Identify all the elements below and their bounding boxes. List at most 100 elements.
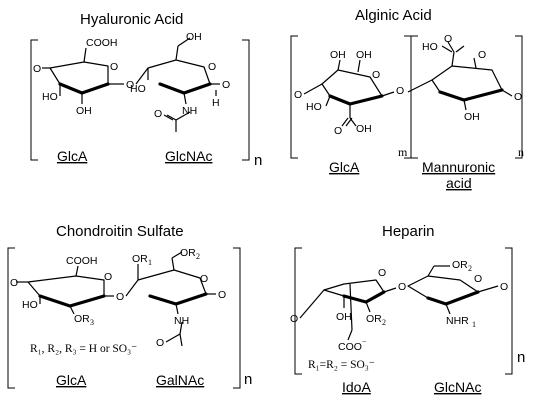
glca-ring <box>16 265 114 315</box>
atom-glycosidic-o: O <box>126 79 134 91</box>
substituent-note: R₁, R₂, R₃ = H or SO₃⁻ <box>30 343 137 355</box>
mannuronic-ring <box>407 41 513 111</box>
left-bracket <box>290 35 298 159</box>
atom-ring-o: O <box>208 61 216 73</box>
svg-text:2: 2 <box>468 264 472 273</box>
right-bracket-n <box>515 35 523 159</box>
atom-h: H <box>212 97 220 109</box>
svg-text:1: 1 <box>472 320 476 329</box>
atom-ho: HO <box>130 83 146 95</box>
panel-title: Hyaluronic Acid <box>80 11 183 28</box>
atom-or2: OR 2 <box>366 313 386 327</box>
panel-alginic-acid: Alginic Acid m n O OH OH O HO O OH O <box>290 7 524 191</box>
unit-label-right: GalNAc <box>156 372 204 388</box>
atom-nhr1: NHR 1 <box>446 315 476 329</box>
unit-label-left: GlcA <box>56 372 87 388</box>
atom-ring-o: O <box>110 61 118 73</box>
svg-text:2: 2 <box>382 318 386 327</box>
svg-text:NHR: NHR <box>446 315 469 327</box>
svg-text:1: 1 <box>148 258 152 267</box>
unit-label-right-line2: acid <box>446 175 472 191</box>
atom-ho: HO <box>22 299 38 311</box>
repeat-index-m: m <box>398 145 408 159</box>
atom-cooh: COOH <box>86 37 118 49</box>
atom-o: O <box>33 63 41 75</box>
atom-carbonyl-o: O <box>154 108 162 120</box>
repeat-index-n: n <box>244 371 252 388</box>
galnac-ring <box>125 251 216 347</box>
atom-ring-o: O <box>378 267 386 279</box>
unit-label-right: GlcNAc <box>165 148 212 164</box>
atom-oh: OH <box>356 123 372 135</box>
panel-chondroitin-sulfate: Chondroitin Sulfate n O COOH O HO OR 3 O <box>7 223 252 389</box>
atom-carbonyl-o: O <box>334 125 342 137</box>
atom-nh: NH <box>182 105 197 117</box>
atom-or1: OR 1 <box>132 253 152 267</box>
atom-o: O <box>290 313 298 325</box>
atom-coo-minus: COO − <box>338 337 367 353</box>
left-bracket-2 <box>410 35 418 159</box>
atom-or2-top: OR 2 <box>452 259 472 273</box>
atom-o: O <box>10 277 18 289</box>
atom-o: O <box>294 89 302 101</box>
atom-or3: OR 3 <box>74 313 94 327</box>
atom-o: O <box>222 79 230 91</box>
atom-ring-o: O <box>104 271 112 283</box>
svg-text:OR: OR <box>366 313 382 325</box>
substituent-note: R₁=R₂ = SO₃⁻ <box>308 359 375 371</box>
panel-title: Alginic Acid <box>355 7 432 24</box>
right-bracket-m <box>404 35 412 159</box>
glca-ring <box>42 47 124 104</box>
svg-text:OR: OR <box>74 313 90 325</box>
right-bracket <box>233 247 241 389</box>
atom-oh: OH <box>76 105 92 117</box>
atom-o: O <box>514 91 522 103</box>
unit-label-right: GlcNAc <box>434 379 481 395</box>
repeat-index-n: n <box>518 145 524 159</box>
atom-oh: OH <box>186 31 202 43</box>
svg-text:COO: COO <box>338 341 362 353</box>
svg-text:OR: OR <box>132 253 148 265</box>
repeat-index-n: n <box>517 349 525 366</box>
atom-glycosidic-o: O <box>116 291 124 303</box>
atom-ho: HO <box>422 41 438 53</box>
atom-carbonyl-o: O <box>156 337 164 349</box>
svg-text:OR: OR <box>452 259 468 271</box>
atom-ring-o: O <box>478 49 486 61</box>
repeat-index-n: n <box>254 152 262 169</box>
atom-carbonyl-o: O <box>444 33 452 45</box>
panel-heparin: Heparin n O O OH OR 2 COO − O <box>290 223 525 395</box>
panel-title: Chondroitin Sulfate <box>56 223 184 240</box>
glcnac-ring <box>407 265 499 315</box>
atom-oh: OH <box>330 49 346 61</box>
atom-cooh: COOH <box>66 255 98 267</box>
svg-text:−: − <box>362 337 367 346</box>
atom-oh: OH <box>356 49 372 61</box>
unit-label-left: IdoA <box>342 379 371 395</box>
atom-oh: OH <box>336 311 352 323</box>
glca-ring <box>303 59 395 127</box>
atom-nh: NH <box>174 315 189 327</box>
idoa-ring <box>299 279 397 341</box>
atom-ho: HO <box>306 101 322 113</box>
svg-text:OR: OR <box>180 247 196 259</box>
unit-label-left: GlcA <box>57 148 88 164</box>
left-bracket <box>30 39 38 161</box>
atom-oh: OH <box>464 111 480 123</box>
atom-o: O <box>218 289 226 301</box>
atom-ring-o: O <box>474 273 482 285</box>
atom-glycosidic-o: O <box>396 85 404 97</box>
svg-text:3: 3 <box>90 318 94 327</box>
svg-text:2: 2 <box>196 252 200 261</box>
left-bracket <box>294 247 302 375</box>
atom-ring-o: O <box>372 69 380 81</box>
atom-glycosidic-o: O <box>398 281 406 293</box>
glcnac-ring <box>135 37 220 132</box>
atom-ho: HO <box>42 91 58 103</box>
panel-hyaluronic-acid: Hyaluronic Acid n O COOH O HO OH O <box>30 11 262 169</box>
atom-or2: OR 2 <box>180 247 200 261</box>
atom-ring-o: O <box>200 273 208 285</box>
right-bracket <box>242 39 250 161</box>
right-bracket <box>505 247 513 375</box>
